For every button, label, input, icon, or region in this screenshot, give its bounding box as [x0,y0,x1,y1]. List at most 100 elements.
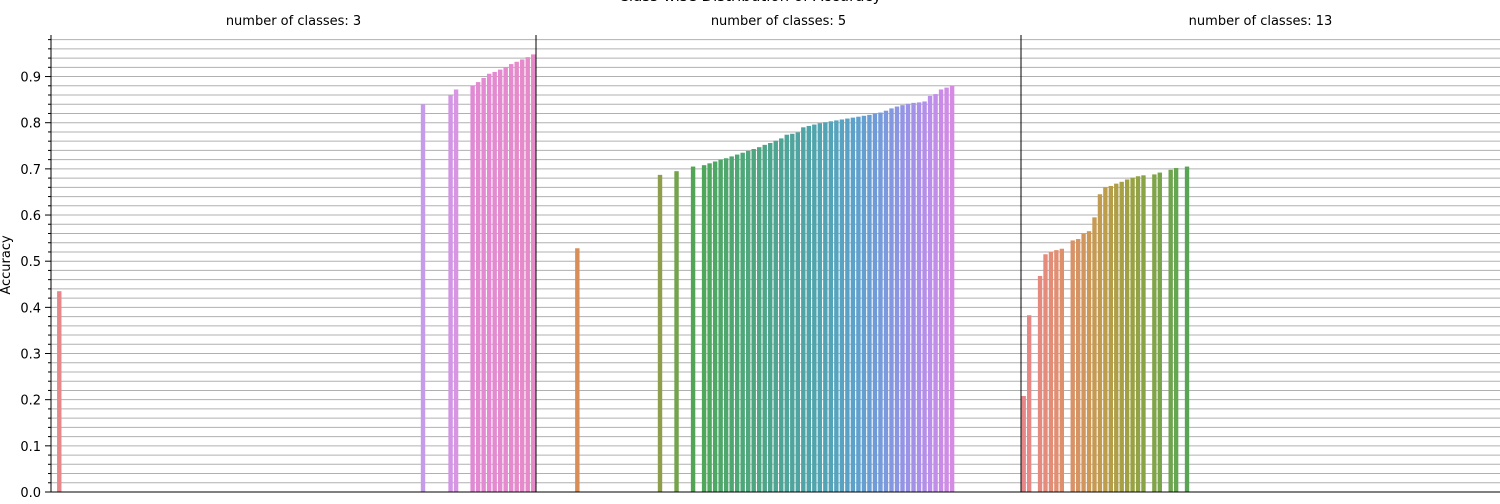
bar-panel-2 [784,134,789,492]
bar-panel-3 [1103,187,1108,493]
y-tick-label: 0.6 [20,209,41,224]
bar-panel-2 [889,108,894,492]
bar-panel-2 [801,127,806,492]
bar-panel-2 [740,152,745,492]
bar-panel-3 [1152,174,1157,492]
bar-panel-2 [856,116,861,493]
bar-panel-2 [823,122,828,492]
bar-panel-1 [503,67,508,492]
bar-panel-1 [448,95,453,492]
bar-panel-2 [922,101,927,493]
bar-panel-1 [420,104,426,492]
bar-panel-2 [745,150,751,492]
bar-panel-2 [734,154,740,492]
bar-panel-3 [1114,183,1119,492]
y-tick-label: 0.8 [20,117,41,132]
bar-panel-1 [486,73,492,492]
bar-panel-1 [475,82,481,493]
bar-panel-3 [1135,176,1141,492]
bar-panel-2 [575,248,580,492]
y-tick-label: 0.5 [20,255,41,270]
bar-panel-2 [768,143,773,492]
bar-panel-3 [1141,175,1146,493]
bar-panel-2 [773,140,778,493]
bar-panel-2 [751,149,756,492]
bar-panel-2 [845,118,850,493]
bar-panel-3 [1086,231,1092,492]
bar-panel-2 [757,147,762,492]
bar-panel-2 [779,138,784,492]
bar-panel-1 [531,54,536,492]
bar-panel-2 [927,95,933,492]
bar-panel-3 [1021,395,1026,492]
bar-panel-1 [508,64,514,492]
bar-panel-2 [933,94,938,493]
bar-panel-3 [1173,167,1179,493]
bar-panel-2 [839,119,845,492]
y-tick-label: 0.0 [20,486,41,500]
bar-panel-3 [1043,254,1048,492]
bar-panel-2 [828,121,834,493]
bar-panel-3 [1059,248,1065,492]
y-axis-label: Accuracy [0,235,14,295]
bar-panel-2 [795,132,800,493]
bar-panel-2 [872,113,878,493]
bar-panel-2 [712,161,718,492]
bar-panel-3 [1081,233,1086,493]
bar-panel-2 [729,156,734,493]
bar-panel-2 [861,115,867,492]
bar-panel-3 [1092,217,1097,492]
bar-panel-2 [718,159,723,493]
bar-panel-2 [916,102,922,492]
bar-panel-2 [762,144,767,493]
bar-panel-2 [674,171,679,493]
bar-panel-1 [514,61,519,492]
bar-panel-2 [806,125,812,492]
bar-panel-1 [520,59,525,492]
chart-title: Class-wise Distribution of Accuracy [618,0,881,5]
bar-panel-3 [1026,315,1032,492]
bar-panel-2 [883,110,889,492]
y-tick-label: 0.4 [20,301,41,316]
bar-panel-2 [905,103,911,492]
bar-panel-3 [1168,169,1173,492]
bar-panel-2 [790,133,795,492]
bar-panel-2 [949,85,955,493]
bar-panel-3 [1184,166,1190,492]
bar-panel-2 [812,124,817,493]
bar-panel-2 [723,158,729,492]
bar-panel-2 [707,163,712,493]
bar-panel-2 [834,120,839,492]
bar-panel-2 [900,105,905,493]
bar-panel-2 [701,165,707,492]
bar-panel-1 [453,89,459,493]
bar-panel-1 [525,57,530,492]
bar-panel-3 [1070,240,1075,492]
bar-panel-3 [1130,177,1135,492]
bar-panel-2 [878,112,883,492]
bar-panel-3 [1048,251,1054,492]
bar-panel-1 [497,69,503,492]
bar-panel-3 [1037,275,1043,492]
y-tick-label: 0.9 [20,71,41,86]
panel-subtitle: number of classes: 13 [1189,14,1333,29]
bar-panel-3 [1157,172,1162,492]
y-tick-label: 0.2 [20,394,41,409]
bar-panel-2 [817,123,823,492]
bar-panel-3 [1119,181,1124,492]
bar-panel-2 [867,114,872,493]
bar-panel-2 [657,174,663,492]
bar-panel-3 [1124,179,1130,493]
y-tick-label: 0.7 [20,163,41,178]
bar-panel-2 [894,106,900,492]
bar-panel-2 [911,102,916,492]
y-tick-label: 0.3 [20,348,41,363]
bar-panel-2 [944,87,949,493]
bar-panel-1 [470,85,475,493]
bar-panel-1 [492,71,497,492]
bar-panel-3 [1054,250,1059,492]
panel-subtitle: number of classes: 3 [226,14,361,29]
bar-panel-1 [481,77,486,493]
bar-panel-3 [1075,239,1081,492]
